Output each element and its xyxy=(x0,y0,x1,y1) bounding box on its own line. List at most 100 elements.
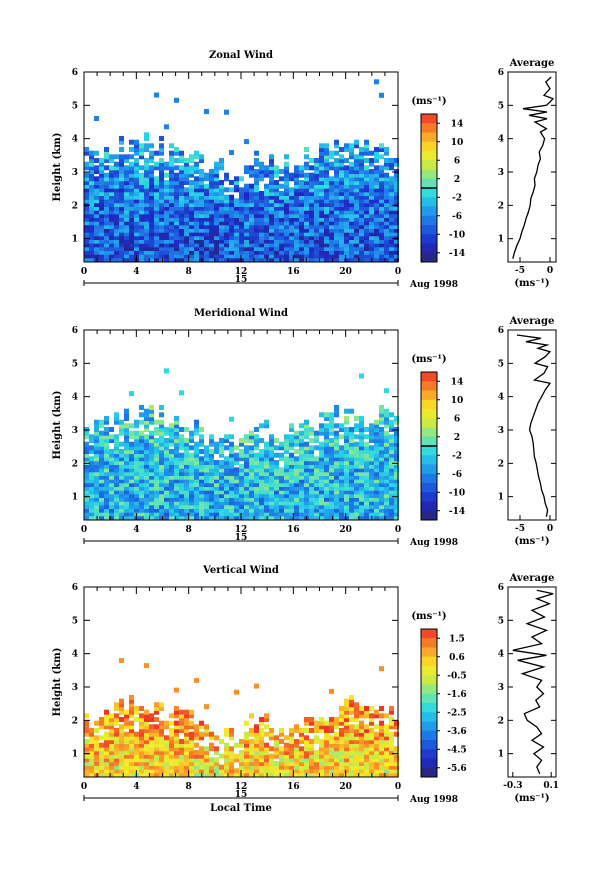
heatmap-cell xyxy=(94,761,99,766)
heatmap-cell xyxy=(384,423,389,429)
heatmap-cell xyxy=(184,220,189,226)
heatmap-cell xyxy=(349,500,354,506)
heatmap-cell xyxy=(189,242,194,248)
heatmap-cell xyxy=(129,493,134,498)
heatmap-cell xyxy=(369,224,374,229)
heatmap-cell xyxy=(84,430,89,436)
heatmap-cell xyxy=(369,150,374,156)
heatmap-cell xyxy=(149,408,154,414)
heatmap-cell xyxy=(379,242,384,248)
heatmap-cell xyxy=(189,485,194,491)
heatmap-cell xyxy=(309,474,314,480)
heatmap-cell xyxy=(329,213,334,218)
heatmap-cell xyxy=(114,441,119,447)
heatmap-cell xyxy=(104,198,109,204)
heatmap-cell xyxy=(164,191,169,196)
heatmap-cell xyxy=(249,460,254,465)
heatmap-cell xyxy=(274,489,279,495)
heatmap-cell xyxy=(294,224,299,229)
x-tick-label: 4 xyxy=(133,267,139,277)
heatmap-cell xyxy=(84,460,89,465)
colorbar-unit: (ms⁻¹) xyxy=(411,611,446,622)
heatmap-cell xyxy=(139,198,144,204)
heatmap-cell xyxy=(234,460,239,465)
heatmap-cell xyxy=(174,761,179,766)
heatmap-cell xyxy=(174,423,179,429)
heatmap-cell xyxy=(229,515,234,520)
heatmap-cell xyxy=(84,511,89,517)
heatmap-cell xyxy=(144,493,149,498)
profile-y-tick-label: 3 xyxy=(498,683,504,693)
heatmap-cell xyxy=(144,485,149,491)
heatmap-cell xyxy=(294,750,299,755)
heatmap-cell xyxy=(364,434,369,440)
heatmap-cell xyxy=(114,515,119,520)
heatmap-cell xyxy=(129,235,134,240)
heatmap-cell xyxy=(364,724,369,730)
heatmap-cell xyxy=(119,735,124,741)
heatmap-cell xyxy=(299,246,304,251)
heatmap-cell xyxy=(159,489,164,495)
heatmap-cell xyxy=(139,209,144,215)
heatmap-cell xyxy=(129,761,134,766)
profile-x-tick-label: -0.3 xyxy=(503,781,522,791)
x-tick-label: 20 xyxy=(339,525,352,535)
heatmap-cell xyxy=(169,161,174,167)
heatmap-cell xyxy=(99,430,104,436)
heatmap-cell xyxy=(164,180,169,185)
heatmap-cell xyxy=(269,246,274,251)
heatmap-cell xyxy=(379,460,384,465)
heatmap-cell xyxy=(89,728,94,733)
heatmap-cell xyxy=(284,496,289,502)
heatmap-cell xyxy=(379,500,384,506)
heatmap-cell xyxy=(159,471,164,476)
heatmap-cell xyxy=(129,467,134,473)
heatmap-cell xyxy=(354,242,359,248)
heatmap-cell xyxy=(199,253,204,259)
heatmap-cell xyxy=(119,467,124,473)
heatmap-cell xyxy=(349,761,354,766)
heatmap-cell xyxy=(194,253,199,259)
heatmap-cell xyxy=(184,772,189,777)
heatmap-cell xyxy=(304,478,309,484)
heatmap-cell xyxy=(209,746,214,752)
heatmap-cell xyxy=(304,176,309,182)
heatmap-cell xyxy=(374,253,379,259)
heatmap-cell xyxy=(224,176,229,182)
heatmap-cell xyxy=(89,154,94,160)
heatmap-cell xyxy=(239,478,244,484)
heatmap-cell xyxy=(119,742,124,748)
heatmap-cell xyxy=(169,242,174,248)
heatmap-cell xyxy=(149,249,154,255)
heatmap-cell xyxy=(339,147,344,152)
profile-y-tick-label: 1 xyxy=(498,750,504,760)
heatmap-cell xyxy=(179,452,184,458)
heatmap-cell xyxy=(364,753,369,759)
heatmap-cell xyxy=(169,231,174,237)
heatmap-cell xyxy=(279,511,284,517)
heatmap-cell xyxy=(349,702,354,708)
heatmap-cell xyxy=(309,739,314,744)
heatmap-cell xyxy=(369,161,374,167)
heatmap-cell xyxy=(204,224,209,229)
heatmap-cell xyxy=(379,746,384,752)
heatmap-cell xyxy=(339,735,344,741)
heatmap-cell xyxy=(324,158,329,163)
heatmap-cell xyxy=(174,456,179,462)
heatmap-cell xyxy=(304,753,309,759)
heatmap-cell xyxy=(194,231,199,237)
heatmap-cell xyxy=(394,246,399,251)
heatmap-cell xyxy=(394,496,399,502)
heatmap-cell xyxy=(119,753,124,759)
profile-line xyxy=(512,589,554,774)
heatmap-cell xyxy=(329,209,334,215)
heatmap-cell xyxy=(124,242,129,248)
heatmap-cell xyxy=(384,227,389,233)
heatmap-cell xyxy=(264,757,269,763)
heatmap-cell xyxy=(244,764,249,770)
heatmap-cell xyxy=(254,242,259,248)
heatmap-cell xyxy=(369,194,374,200)
y-tick-label: 4 xyxy=(72,393,78,403)
heatmap-cell xyxy=(254,683,259,689)
heatmap-cell xyxy=(259,172,264,178)
